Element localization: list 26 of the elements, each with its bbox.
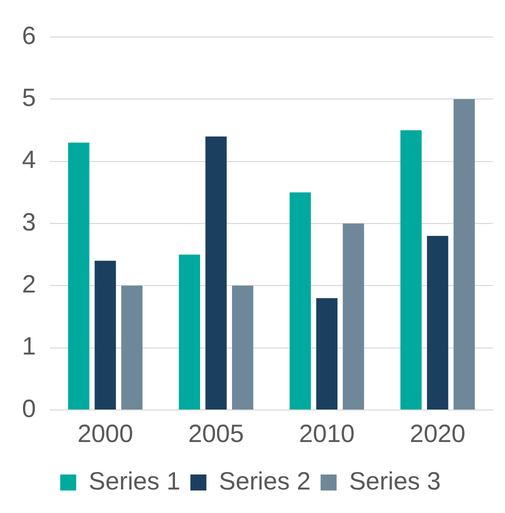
bar bbox=[121, 286, 143, 410]
y-tick-label: 0 bbox=[22, 394, 36, 423]
x-tick-label: 2020 bbox=[410, 420, 466, 448]
y-tick-label: 4 bbox=[22, 146, 36, 174]
bar bbox=[178, 254, 200, 410]
legend-label: Series 3 bbox=[349, 467, 441, 496]
bar bbox=[342, 224, 364, 410]
bar bbox=[68, 142, 90, 410]
y-tick-label: 6 bbox=[22, 22, 36, 50]
x-tick-label: 2005 bbox=[188, 420, 244, 448]
bar bbox=[205, 136, 227, 410]
bar bbox=[316, 298, 338, 410]
x-tick-label: 2000 bbox=[77, 420, 134, 448]
bar bbox=[290, 192, 311, 410]
x-tick-label: 2010 bbox=[299, 420, 355, 448]
y-tick-label: 5 bbox=[22, 84, 36, 112]
y-tick-label: 2 bbox=[22, 270, 36, 299]
y-tick-label: 1 bbox=[22, 332, 36, 361]
bar bbox=[232, 286, 254, 410]
bar bbox=[94, 260, 116, 410]
bar bbox=[454, 99, 475, 410]
legend-label: Series 1 bbox=[88, 467, 180, 496]
y-tick-label: 3 bbox=[22, 208, 36, 236]
bar bbox=[400, 130, 422, 410]
bar bbox=[426, 236, 448, 410]
legend-label: Series 2 bbox=[218, 467, 311, 496]
